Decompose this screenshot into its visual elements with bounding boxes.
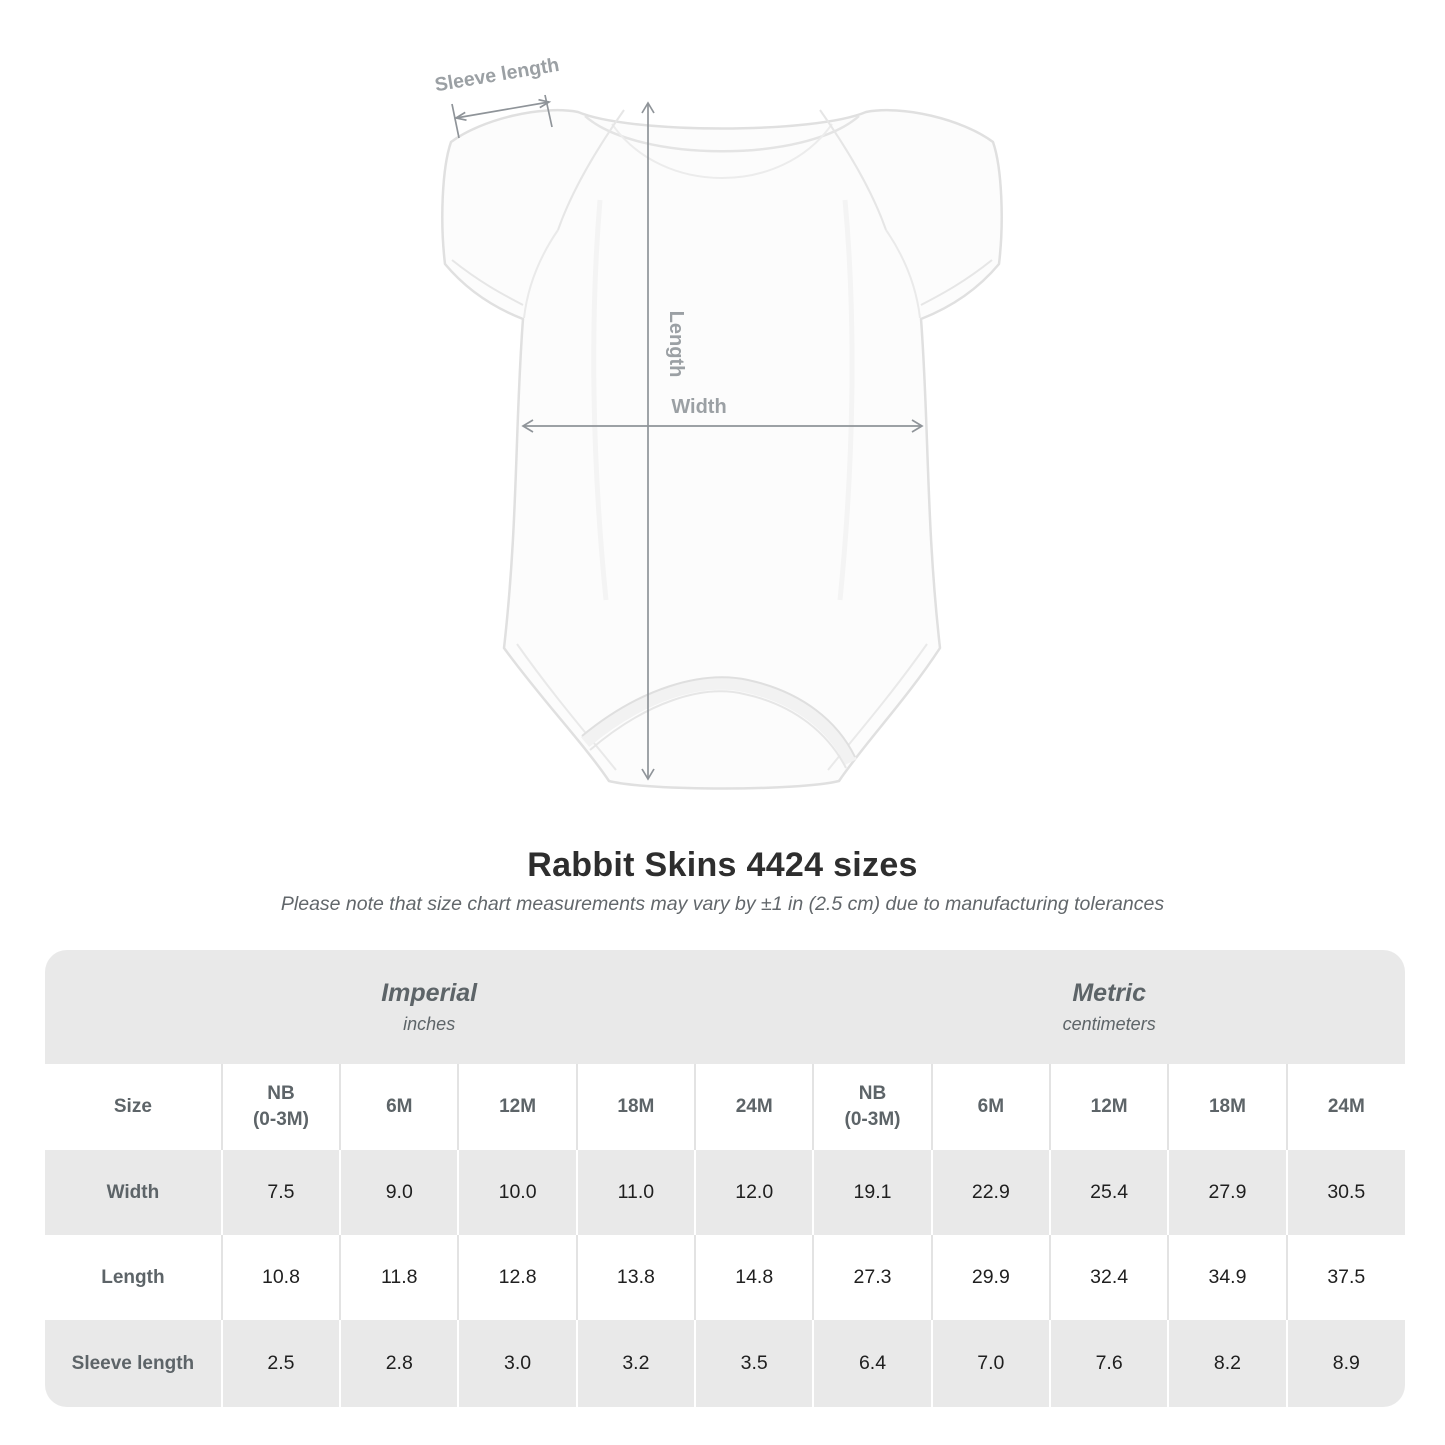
length-value: 13.8 bbox=[576, 1235, 697, 1320]
row-label-sleeve-length: Sleeve length bbox=[45, 1320, 223, 1407]
fabric-wrinkle-left bbox=[591, 199, 609, 601]
metric-sublabel: centimeters bbox=[1062, 1014, 1156, 1034]
onesie-measurement-diagram: Sleeve length Length Width bbox=[433, 54, 1003, 790]
sleeve-length-value: 8.2 bbox=[1168, 1320, 1288, 1407]
metric-label: Metric bbox=[1072, 979, 1146, 1007]
lap-shoulder-seam-right bbox=[819, 109, 887, 231]
length-value: 14.8 bbox=[695, 1235, 815, 1320]
table-row-sleeve-length: Sleeve length 2.5 2.8 3.0 3.2 3.5 6.4 7.… bbox=[45, 1320, 1405, 1407]
crotch-flap-edge-top bbox=[581, 676, 856, 758]
width-value: 11.0 bbox=[576, 1150, 697, 1235]
width-value: 12.0 bbox=[695, 1150, 815, 1235]
col-header-metric-nb: NB (0-3M) bbox=[813, 1064, 933, 1150]
crotch-flap-edge-bottom bbox=[589, 690, 847, 769]
sleeve-length-value: 3.0 bbox=[458, 1320, 578, 1407]
width-value: 7.5 bbox=[221, 1150, 342, 1235]
width-value: 27.9 bbox=[1168, 1150, 1288, 1235]
sleeve-cuff-right bbox=[920, 259, 993, 306]
imperial-sublabel: inches bbox=[403, 1014, 456, 1034]
sleeve-arrowhead-left bbox=[453, 111, 467, 122]
col-header-metric-18m: 18M bbox=[1168, 1064, 1288, 1150]
length-arrowhead-bottom bbox=[641, 768, 655, 781]
length-label: Length bbox=[665, 311, 687, 378]
width-value: 10.0 bbox=[458, 1150, 578, 1235]
armhole-seam-left bbox=[523, 229, 559, 319]
lap-shoulder-seam-left bbox=[557, 109, 625, 231]
length-value: 37.5 bbox=[1286, 1235, 1405, 1320]
sleeve-length-value: 3.5 bbox=[695, 1320, 815, 1407]
length-value: 11.8 bbox=[340, 1235, 460, 1320]
width-value: 9.0 bbox=[340, 1150, 460, 1235]
table-row-width: Width 7.5 9.0 10.0 11.0 12.0 19.1 22.9 2… bbox=[45, 1150, 1405, 1235]
size-table-container: Imperial inches Metric centimeters Size … bbox=[45, 950, 1405, 1407]
page-title: Rabbit Skins 4424 sizes bbox=[527, 846, 918, 884]
length-value: 10.8 bbox=[221, 1235, 342, 1320]
page-subtitle: Please note that size chart measurements… bbox=[280, 893, 1165, 915]
width-label: Width bbox=[671, 396, 726, 418]
sleeve-length-value: 3.2 bbox=[576, 1320, 697, 1407]
col-header-imperial-18m: 18M bbox=[576, 1064, 697, 1150]
onesie-illustration bbox=[441, 108, 1003, 790]
width-arrowhead-right bbox=[911, 419, 924, 433]
col-header-metric-6m: 6M bbox=[931, 1064, 1051, 1150]
neckband-seam bbox=[584, 115, 860, 153]
sleeve-dimension-line bbox=[455, 101, 550, 119]
unit-band-row: Imperial inches Metric centimeters bbox=[45, 950, 1405, 1064]
leg-binding-right bbox=[827, 643, 928, 771]
col-header-metric-24m: 24M bbox=[1286, 1064, 1405, 1150]
col-header-imperial-24m: 24M bbox=[695, 1064, 815, 1150]
sleeve-length-value: 6.4 bbox=[813, 1320, 933, 1407]
width-value: 30.5 bbox=[1286, 1150, 1405, 1235]
armhole-seam-right bbox=[885, 229, 921, 319]
col-header-metric-12m: 12M bbox=[1049, 1064, 1170, 1150]
width-value: 25.4 bbox=[1049, 1150, 1170, 1235]
width-value: 22.9 bbox=[931, 1150, 1051, 1235]
size-table: Imperial inches Metric centimeters Size … bbox=[45, 950, 1405, 1407]
row-label-width: Width bbox=[45, 1150, 223, 1235]
table-row-length: Length 10.8 11.8 12.8 13.8 14.8 27.3 29.… bbox=[45, 1235, 1405, 1320]
column-header-row: Size NB (0-3M) 6M 12M 18M 24M NB (0-3M) … bbox=[45, 1064, 1405, 1150]
length-value: 29.9 bbox=[931, 1235, 1051, 1320]
sleeve-end-tick-right bbox=[544, 94, 553, 128]
col-header-imperial-12m: 12M bbox=[458, 1064, 578, 1150]
fabric-wrinkle-right bbox=[837, 199, 855, 601]
col-header-imperial-nb: NB (0-3M) bbox=[221, 1064, 342, 1150]
length-value: 27.3 bbox=[813, 1235, 933, 1320]
length-value: 34.9 bbox=[1168, 1235, 1288, 1320]
leg-binding-left bbox=[516, 643, 617, 771]
sleeve-arrowhead-right bbox=[538, 98, 552, 109]
measurement-annotations bbox=[451, 94, 924, 781]
sleeve-length-label: Sleeve length bbox=[433, 54, 561, 96]
size-corner-header: Size bbox=[45, 1064, 223, 1150]
sleeve-length-value: 7.0 bbox=[931, 1320, 1051, 1407]
sleeve-length-value: 2.5 bbox=[221, 1320, 342, 1407]
sleeve-cuff-left bbox=[451, 259, 524, 306]
imperial-band-cell: Imperial inches bbox=[45, 950, 814, 1064]
crotch-flap-band bbox=[580, 676, 857, 766]
metric-band-cell: Metric centimeters bbox=[813, 950, 1405, 1064]
row-label-length: Length bbox=[45, 1235, 223, 1320]
imperial-label: Imperial bbox=[381, 979, 478, 1007]
sleeve-end-tick-left bbox=[451, 103, 460, 139]
width-value: 19.1 bbox=[813, 1150, 933, 1235]
sleeve-length-value: 8.9 bbox=[1286, 1320, 1405, 1407]
sleeve-length-value: 7.6 bbox=[1049, 1320, 1170, 1407]
length-arrowhead-top bbox=[641, 101, 655, 114]
col-header-imperial-6m: 6M bbox=[340, 1064, 460, 1150]
sleeve-length-value: 2.8 bbox=[340, 1320, 460, 1407]
length-value: 12.8 bbox=[458, 1235, 578, 1320]
length-value: 32.4 bbox=[1049, 1235, 1170, 1320]
neckband-inner-seam bbox=[611, 123, 833, 179]
width-arrowhead-left bbox=[521, 419, 534, 433]
onesie-silhouette bbox=[441, 108, 1003, 790]
